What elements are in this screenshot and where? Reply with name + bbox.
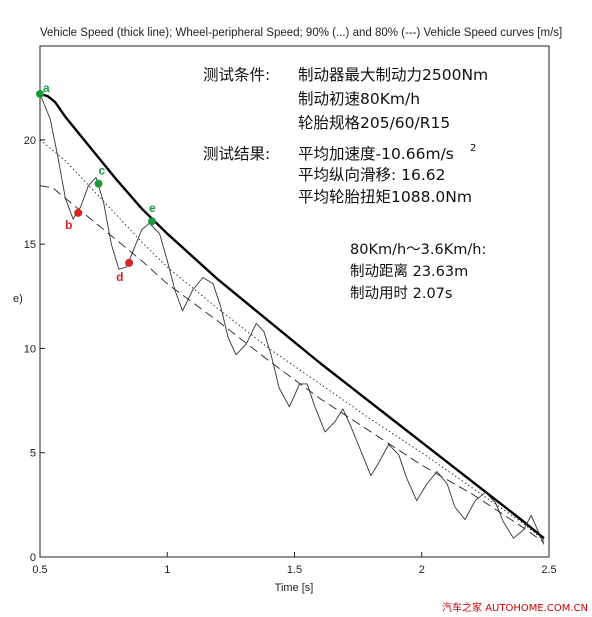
y-tick-label: 20 xyxy=(24,135,36,147)
test-annotations: 测试条件: 制动器最大制动力2500Nm 制动初速80Km/h 轮胎规格205/… xyxy=(203,66,488,302)
result-line-1: 平均加速度-10.66m/s xyxy=(298,145,454,163)
marker-d xyxy=(125,258,134,267)
condition-line-3: 轮胎规格205/60/R15 xyxy=(298,114,450,132)
marker-e xyxy=(147,217,156,226)
range-line-1: 制动距离 23.63m xyxy=(350,263,468,280)
series-layer xyxy=(39,92,545,545)
watermark-text: 汽车之家 AUTOHOME.COM.CN xyxy=(442,601,588,614)
x-tick-label: 0.5 xyxy=(32,564,47,576)
accel-superscript: 2 xyxy=(470,143,476,154)
x-tick-label: 2 xyxy=(419,564,425,576)
conditions-label: 测试条件: xyxy=(203,66,270,84)
range-line-2: 制动用时 2.07s xyxy=(350,285,452,302)
marker-label-a: a xyxy=(43,81,50,95)
marker-label-b: b xyxy=(65,218,72,232)
chart-title: Vehicle Speed (thick line); Wheel-periph… xyxy=(40,27,562,39)
marker-label-d: d xyxy=(116,270,123,284)
range-label: 80Km/h～3.6Km/h: xyxy=(350,242,486,258)
x-axis: 0.5 1 1.5 2 2.5 xyxy=(32,552,557,576)
series-line-dotted xyxy=(39,139,545,541)
marker-label-e: e xyxy=(149,201,156,215)
results-label: 测试结果: xyxy=(203,145,270,163)
marker-layer: a b c d e xyxy=(36,81,156,284)
x-axis-title: Time [s] xyxy=(275,582,314,594)
y-tick-label: 10 xyxy=(24,343,36,355)
series-line-thick xyxy=(39,92,545,540)
condition-line-1: 制动器最大制动力2500Nm xyxy=(298,66,488,84)
y-tick-label: 15 xyxy=(24,239,36,251)
result-line-2: 平均纵向滑移: 16.62 xyxy=(298,166,446,184)
marker-a xyxy=(36,89,44,98)
marker-b xyxy=(74,208,83,217)
x-tick-label: 1.5 xyxy=(287,564,302,576)
series-line-dashed xyxy=(39,185,545,543)
series-line-thin xyxy=(39,93,545,545)
x-tick-label: 1 xyxy=(164,564,170,576)
y-tick-label: 0 xyxy=(30,552,36,564)
y-axis-title: e) xyxy=(13,293,23,305)
x-tick-label: 2.5 xyxy=(541,564,556,576)
y-tick-label: 5 xyxy=(30,448,36,460)
marker-label-c: c xyxy=(99,164,106,178)
marker-c xyxy=(94,179,103,188)
y-axis: 0 5 10 15 20 xyxy=(24,135,45,564)
condition-line-2: 制动初速80Km/h xyxy=(298,90,420,108)
result-line-3: 平均轮胎扭矩1088.0Nm xyxy=(298,188,472,206)
